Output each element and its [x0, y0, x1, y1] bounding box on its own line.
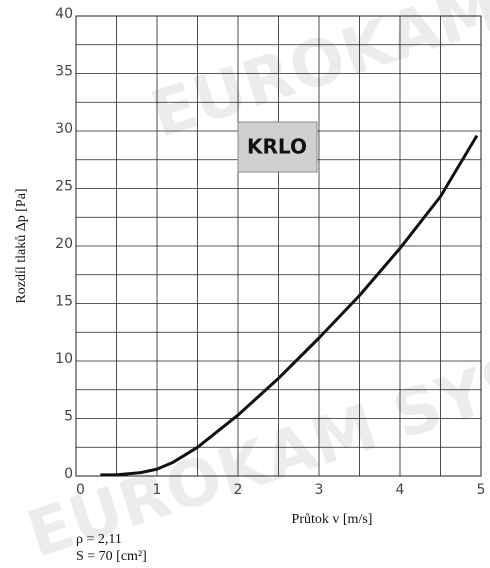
y-tick-label: 10 — [55, 351, 73, 367]
x-axis-label: Průtok v [m/s] — [292, 512, 373, 527]
watermark: EUROKAM SYSTEM — [19, 294, 490, 568]
y-tick-label: 40 — [55, 6, 73, 22]
label-box — [237, 121, 318, 173]
y-tick-label: 20 — [55, 236, 73, 252]
line — [100, 134, 479, 477]
plot-frame — [75, 15, 482, 477]
x-tick-label: 5 — [477, 482, 486, 498]
label-box-text: KRLO — [247, 135, 307, 159]
annotation: S = 70 [cm²] — [76, 549, 147, 564]
y-tick-label: 35 — [55, 64, 73, 80]
y-tick-label: 0 — [64, 466, 73, 482]
x-tick-label: 3 — [315, 482, 324, 498]
x-tick-label: 4 — [396, 482, 405, 498]
y-tick-label: 5 — [64, 409, 73, 425]
x-tick-label: 2 — [234, 482, 243, 498]
x-tick-label: 1 — [153, 482, 162, 498]
y-tick-label: 15 — [55, 294, 73, 310]
y-tick-label: 25 — [55, 179, 73, 195]
y-axis-label: Rozdíl tlaků Δp [Pa] — [14, 188, 29, 303]
x-tick-label: 0 — [76, 482, 85, 498]
annotation: ρ = 2,11 — [76, 532, 122, 547]
y-tick-label: 30 — [55, 121, 73, 137]
